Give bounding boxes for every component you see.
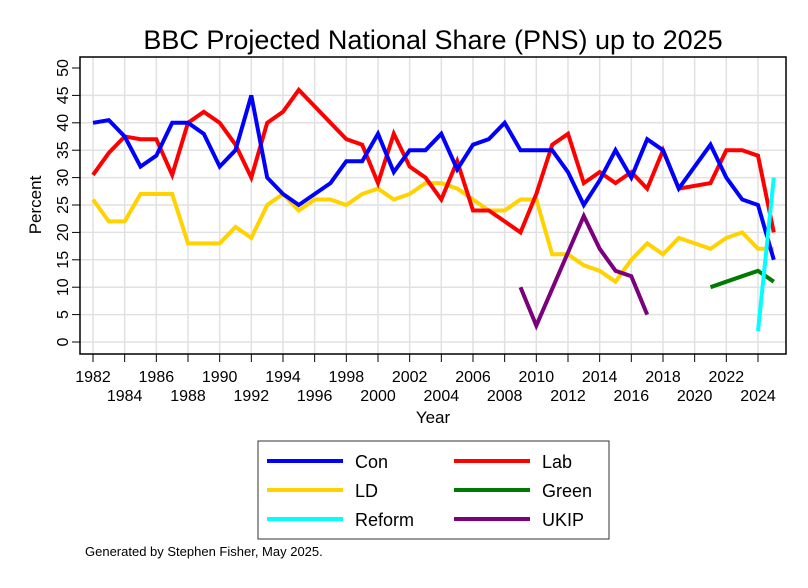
x-tick-label: 2024	[740, 388, 776, 405]
series-line-ld	[91, 181, 774, 285]
y-tick-label: 15	[55, 251, 72, 269]
x-tick-label: 1990	[202, 369, 238, 386]
y-axis: 0 5 10 15 20 25 30 35 40 45 50	[55, 59, 80, 346]
y-axis-label: Percent	[26, 175, 45, 234]
x-tick-label: 2020	[677, 388, 713, 405]
footer-credit: Generated by Stephen Fisher, May 2025.	[85, 544, 323, 559]
x-tick-label: 2006	[455, 369, 491, 386]
y-tick-label: 30	[55, 169, 72, 187]
x-tick-label: 1984	[107, 388, 143, 405]
x-tick-label: 2004	[424, 388, 460, 405]
y-tick-label: 5	[55, 310, 72, 319]
x-tick-label: 2010	[519, 369, 555, 386]
x-axis: 1982 1986 1990 1994 1998 2002 2006 2010 2014 2018…	[75, 354, 776, 405]
x-tick-label: 2000	[360, 388, 396, 405]
x-tick-label: 2014	[582, 369, 618, 386]
x-tick-label: 1998	[329, 369, 365, 386]
y-tick-label: 35	[55, 141, 72, 159]
series-line-ukip	[518, 211, 650, 331]
chart-title: BBC Projected National Share (PNS) up to…	[143, 25, 722, 55]
x-tick-label: 2008	[487, 388, 523, 405]
x-tick-label: 1994	[265, 369, 301, 386]
series-layer	[91, 86, 776, 332]
x-tick-label: 1996	[297, 388, 333, 405]
x-tick-label: 1982	[75, 369, 111, 386]
x-tick-label: 1986	[139, 369, 175, 386]
y-tick-label: 25	[55, 196, 72, 214]
legend-label-con: Con	[355, 452, 388, 472]
x-tick-label: 1992	[234, 388, 270, 405]
y-tick-label: 20	[55, 223, 72, 241]
legend-label-ld: LD	[355, 481, 378, 501]
legend-label-reform: Reform	[355, 510, 414, 530]
series-line-con	[92, 94, 776, 261]
x-tick-label: 1988	[170, 388, 206, 405]
x-tick-label: 2016	[614, 388, 650, 405]
x-tick-label: 2018	[645, 369, 681, 386]
series-line-lab	[91, 86, 776, 236]
y-tick-label: 50	[55, 59, 72, 77]
x-tick-label: 2012	[550, 388, 586, 405]
grid-lines	[80, 57, 786, 354]
legend-label-lab: Lab	[542, 452, 572, 472]
y-tick-label: 45	[55, 86, 72, 104]
legend-label-green: Green	[542, 481, 592, 501]
series-line-reform	[756, 177, 776, 332]
y-tick-label: 10	[55, 278, 72, 296]
x-tick-label: 2022	[709, 369, 745, 386]
legend: Con Lab LD Green Reform UKIP	[257, 440, 610, 540]
y-tick-label: 0	[55, 337, 72, 346]
legend-label-ukip: UKIP	[542, 510, 584, 530]
x-tick-label: 2002	[392, 369, 428, 386]
x-axis-label: Year	[416, 408, 451, 427]
y-tick-label: 40	[55, 114, 72, 132]
